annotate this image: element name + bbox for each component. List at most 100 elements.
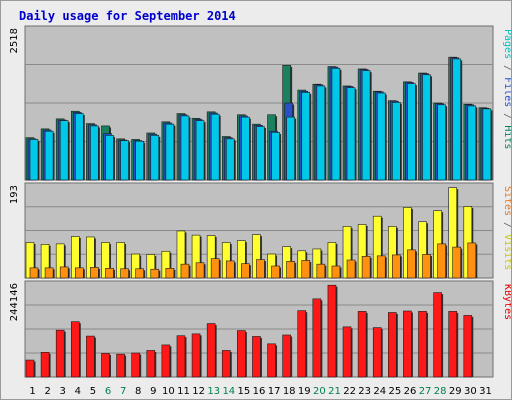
bar-kbytes-day-9	[146, 350, 156, 378]
bar-pages-day-24	[376, 92, 386, 181]
bar-kbytes-day-15	[237, 330, 246, 378]
bar-pages-day-15	[241, 116, 250, 181]
bar-sites-day-18	[286, 261, 295, 279]
x-tick-label: 25	[389, 386, 402, 397]
bar-pages-day-31	[482, 108, 492, 181]
bar-kbytes-day-30	[463, 315, 473, 378]
x-tick-label: 8	[135, 386, 141, 397]
bar-pages-day-25	[392, 102, 401, 181]
bar-pages-day-16	[256, 126, 265, 181]
bar-pages-day-23	[361, 70, 371, 181]
x-tick-label: 17	[268, 386, 281, 397]
x-tick-label: 24	[373, 386, 386, 397]
bar-sites-day-22	[346, 259, 356, 279]
x-tick-label: 5	[90, 386, 96, 397]
bar-sites-day-15	[241, 263, 250, 279]
bar-kbytes-day-20	[312, 298, 322, 378]
side-label-part: Files	[502, 77, 511, 107]
bar-sites-day-8	[135, 268, 144, 279]
x-tick-label: 26	[404, 386, 417, 397]
bar-kbytes-day-27	[418, 311, 427, 378]
x-tick-label: 21	[328, 386, 341, 397]
bar-pages-day-14	[225, 138, 235, 181]
side-label-part: /	[502, 216, 511, 234]
x-tick-label: 4	[75, 386, 81, 397]
bar-kbytes-day-2	[40, 352, 50, 378]
x-tick-label: 3	[60, 386, 66, 397]
bar-kbytes-day-7	[116, 353, 125, 378]
bar-pages-day-9	[150, 135, 160, 181]
panel-side-label: KBytes	[502, 284, 511, 320]
bar-sites-day-21	[331, 265, 341, 279]
bar-sites-day-19	[301, 260, 311, 279]
x-tick-label: 7	[120, 386, 126, 397]
chart-title: Daily usage for September 2014	[19, 9, 236, 23]
panel-side-label: Pages / Files / Hits	[502, 29, 511, 149]
bar-pages-day-26	[407, 83, 416, 181]
bar-sites-day-29	[452, 246, 462, 279]
side-label-part: /	[502, 59, 511, 77]
bar-sites-day-23	[361, 256, 371, 279]
bar-pages-day-10	[165, 123, 175, 181]
bar-pages-day-2	[44, 130, 54, 181]
bar-pages-day-3	[59, 120, 69, 181]
side-label-part: Pages	[502, 29, 511, 59]
bar-kbytes-day-13	[206, 323, 216, 378]
bar-kbytes-day-22	[342, 326, 352, 378]
bar-kbytes-day-17	[267, 343, 276, 378]
side-label-part: Sites	[502, 186, 511, 216]
bar-sites-day-2	[44, 267, 54, 279]
bar-pages-day-17	[271, 132, 280, 181]
x-tick-label: 29	[449, 386, 462, 397]
x-tick-label: 19	[298, 386, 311, 397]
x-tick-label: 14	[222, 386, 235, 397]
bar-kbytes-day-29	[448, 311, 458, 378]
bar-sites-day-7	[120, 268, 129, 279]
side-label-part: Visits	[502, 234, 511, 270]
bar-pages-day-22	[346, 87, 356, 181]
bar-pages-day-13	[210, 113, 220, 181]
bar-kbytes-day-3	[55, 329, 65, 378]
bar-kbytes-day-28	[433, 292, 442, 378]
x-tick-label: 6	[105, 386, 111, 397]
x-tick-label: 10	[162, 386, 175, 397]
x-tick-label: 31	[479, 386, 492, 397]
x-tick-label: 27	[419, 386, 432, 397]
bar-sites-day-25	[392, 254, 401, 279]
bar-sites-day-9	[150, 268, 160, 279]
bar-sites-day-12	[195, 262, 205, 279]
x-tick-label: 30	[464, 386, 477, 397]
panel-max-label: 244146	[9, 283, 20, 321]
panel-max-label: 2518	[9, 28, 20, 53]
bar-pages-day-28	[437, 104, 446, 181]
panel-side-label: Sites / Visits	[502, 186, 511, 270]
bar-sites-day-11	[180, 263, 190, 279]
bar-pages-day-11	[180, 115, 190, 181]
bar-sites-day-3	[59, 266, 69, 279]
bar-pages-day-1	[29, 139, 39, 181]
x-tick-label: 11	[177, 386, 190, 397]
bar-kbytes-day-6	[101, 353, 110, 378]
bar-sites-day-17	[271, 265, 280, 279]
bar-sites-day-27	[422, 254, 431, 279]
bar-kbytes-day-4	[70, 321, 80, 378]
bar-sites-day-6	[105, 268, 114, 279]
bar-pages-day-27	[422, 74, 431, 181]
side-label-part: KBytes	[502, 284, 511, 320]
bar-kbytes-day-25	[388, 312, 397, 378]
bar-kbytes-day-1	[25, 359, 35, 378]
bar-kbytes-day-19	[297, 310, 307, 378]
bar-pages-day-30	[467, 105, 477, 181]
bar-sites-day-16	[256, 259, 265, 279]
bar-kbytes-day-12	[191, 333, 201, 378]
bar-pages-day-5	[90, 125, 99, 181]
bar-kbytes-day-26	[403, 310, 412, 378]
bar-sites-day-30	[467, 242, 477, 279]
bar-kbytes-day-14	[221, 350, 231, 378]
bar-kbytes-day-24	[372, 327, 382, 378]
bar-sites-day-13	[210, 258, 220, 279]
x-tick-label: 23	[358, 386, 371, 397]
bar-kbytes-day-23	[357, 311, 367, 378]
bar-kbytes-day-8	[131, 352, 140, 378]
